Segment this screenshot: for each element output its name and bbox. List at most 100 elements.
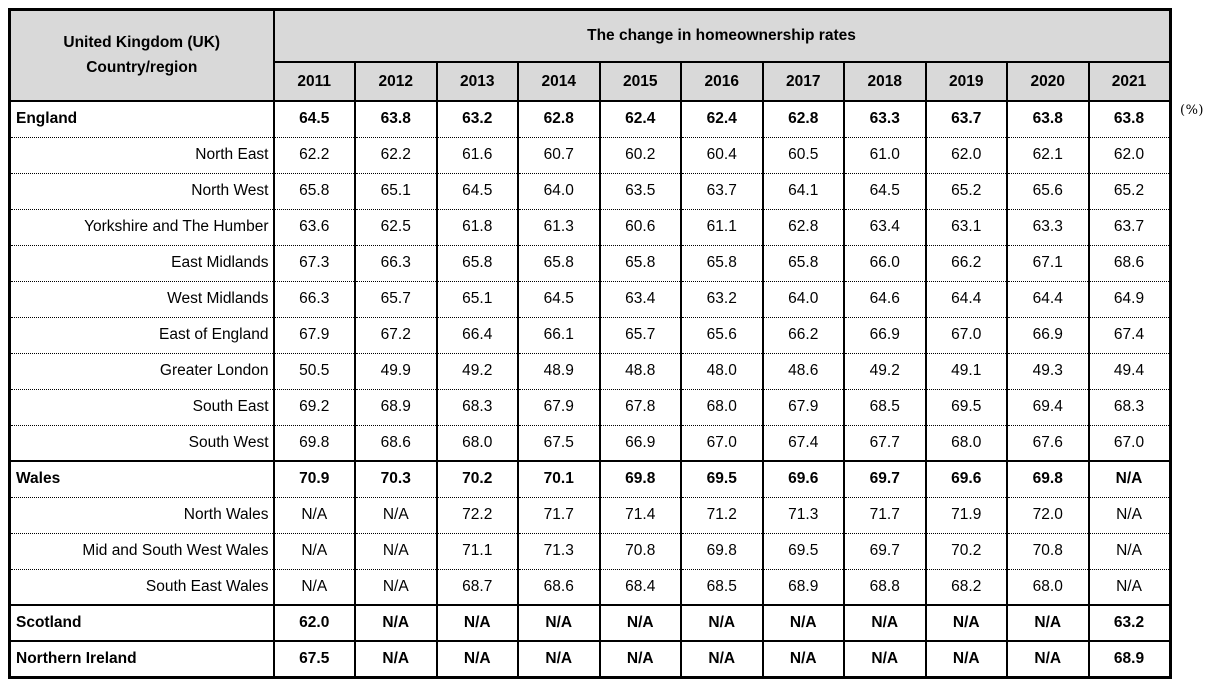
value-cell: 66.2 [761, 316, 845, 353]
header-title-row: United Kingdom (UK) Country/region The c… [8, 9, 1171, 101]
value-cell: 69.7 [843, 460, 927, 497]
table-row-scotland: Scotland 62.0 N/A N/A N/A N/A N/A N/A N/A N/A N/A 6… [8, 604, 1171, 641]
value-cell: 67.5 [272, 640, 356, 677]
year-header-2017: 2017 [761, 62, 845, 102]
value-cell: 65.2 [1087, 172, 1171, 209]
value-cell: 69.5 [761, 532, 845, 569]
table-row-south-west: South West 69.8 68.6 68.0 67.5 66.9 67.0 67.4 67… [8, 424, 1171, 461]
value-cell: 62.8 [517, 100, 601, 137]
value-cell: 65.1 [435, 280, 519, 317]
value-cell: 68.9 [761, 568, 845, 605]
table-row-east-midlands: East Midlands 67.3 66.3 65.8 65.8 65.8 65.8 65.… [8, 244, 1171, 281]
value-cell: 67.0 [1087, 424, 1171, 461]
value-cell: 68.6 [517, 568, 601, 605]
value-cell: 63.4 [598, 280, 682, 317]
table-row-wales: Wales 70.9 70.3 70.2 70.1 69.8 69.5 69.6 69.7 69.… [8, 460, 1171, 497]
year-header-2019: 2019 [924, 62, 1008, 102]
value-cell: 68.0 [1006, 568, 1090, 605]
value-cell: 69.8 [1006, 460, 1090, 497]
value-cell: 70.1 [517, 460, 601, 497]
value-cell: 70.8 [1006, 532, 1090, 569]
value-cell: 62.2 [272, 136, 356, 173]
value-cell: 68.6 [354, 424, 438, 461]
value-cell: 50.5 [272, 352, 356, 389]
value-cell: 64.0 [761, 280, 845, 317]
row-label: North Wales [8, 496, 275, 533]
value-cell: N/A [598, 604, 682, 641]
value-cell: 62.0 [272, 604, 356, 641]
value-cell: 64.4 [924, 280, 1008, 317]
value-cell: 62.2 [354, 136, 438, 173]
table-row-mid-and-south-west-wales: Mid and South West Wales N/A N/A 71.1 71.3 70… [8, 532, 1171, 569]
value-cell: 49.9 [354, 352, 438, 389]
value-cell: 69.6 [761, 460, 845, 497]
value-cell: 49.1 [924, 352, 1008, 389]
value-cell: 62.5 [354, 208, 438, 245]
value-cell: 68.2 [924, 568, 1008, 605]
value-cell: 67.0 [924, 316, 1008, 353]
value-cell: 63.7 [924, 100, 1008, 137]
row-label: South West [8, 424, 275, 461]
value-cell: 60.5 [761, 136, 845, 173]
value-cell: N/A [354, 604, 438, 641]
value-cell: N/A [354, 532, 438, 569]
homeownership-rates-table: United Kingdom (UK) Country/region The c… [8, 8, 1172, 679]
value-cell: 68.9 [1087, 640, 1171, 677]
value-cell: 60.2 [598, 136, 682, 173]
value-cell: 65.8 [761, 244, 845, 281]
value-cell: 64.0 [517, 172, 601, 209]
value-cell: N/A [843, 604, 927, 641]
value-cell: 49.4 [1087, 352, 1171, 389]
value-cell: 63.7 [1087, 208, 1171, 245]
value-cell: 66.9 [1006, 316, 1090, 353]
value-cell: 48.8 [598, 352, 682, 389]
row-label: East Midlands [8, 244, 275, 281]
value-cell: 69.7 [843, 532, 927, 569]
value-cell: N/A [435, 604, 519, 641]
value-cell: 63.1 [924, 208, 1008, 245]
value-cell: 71.7 [517, 496, 601, 533]
value-cell: 67.1 [1006, 244, 1090, 281]
value-cell: N/A [598, 640, 682, 677]
value-cell: N/A [354, 496, 438, 533]
value-cell: 66.3 [354, 244, 438, 281]
value-cell: 67.9 [761, 388, 845, 425]
value-cell: 63.6 [272, 208, 356, 245]
table-row-north-east: North East 62.2 62.2 61.6 60.7 60.2 60.4 60.5 61… [8, 136, 1171, 173]
value-cell: 70.8 [598, 532, 682, 569]
value-cell: N/A [924, 640, 1008, 677]
value-cell: 69.4 [1006, 388, 1090, 425]
value-cell: 61.3 [517, 208, 601, 245]
value-cell: N/A [1087, 496, 1171, 533]
value-cell: 68.3 [435, 388, 519, 425]
value-cell: N/A [517, 640, 601, 677]
row-label: North West [8, 172, 275, 209]
table-row-north-wales: North Wales N/A N/A 72.2 71.7 71.4 71.2 71.3 71.… [8, 496, 1171, 533]
value-cell: N/A [843, 640, 927, 677]
value-cell: 66.1 [517, 316, 601, 353]
value-cell: N/A [680, 604, 764, 641]
value-cell: 65.8 [517, 244, 601, 281]
value-cell: N/A [435, 640, 519, 677]
value-cell: 64.4 [1006, 280, 1090, 317]
value-cell: 71.1 [435, 532, 519, 569]
value-cell: 71.4 [598, 496, 682, 533]
value-cell: 63.8 [354, 100, 438, 137]
value-cell: N/A [1087, 568, 1171, 605]
value-cell: N/A [517, 604, 601, 641]
value-cell: 68.5 [680, 568, 764, 605]
year-header-2011: 2011 [272, 62, 356, 102]
year-header-2015: 2015 [598, 62, 682, 102]
value-cell: N/A [1006, 604, 1090, 641]
value-cell: 61.6 [435, 136, 519, 173]
value-cell: 63.3 [843, 100, 927, 137]
value-cell: 71.3 [761, 496, 845, 533]
value-cell: 65.7 [354, 280, 438, 317]
value-cell: 48.0 [680, 352, 764, 389]
value-cell: N/A [924, 604, 1008, 641]
value-cell: N/A [1006, 640, 1090, 677]
value-cell: 71.9 [924, 496, 1008, 533]
row-label: Northern Ireland [8, 640, 275, 677]
row-label: Wales [8, 460, 275, 497]
value-cell: 49.2 [843, 352, 927, 389]
